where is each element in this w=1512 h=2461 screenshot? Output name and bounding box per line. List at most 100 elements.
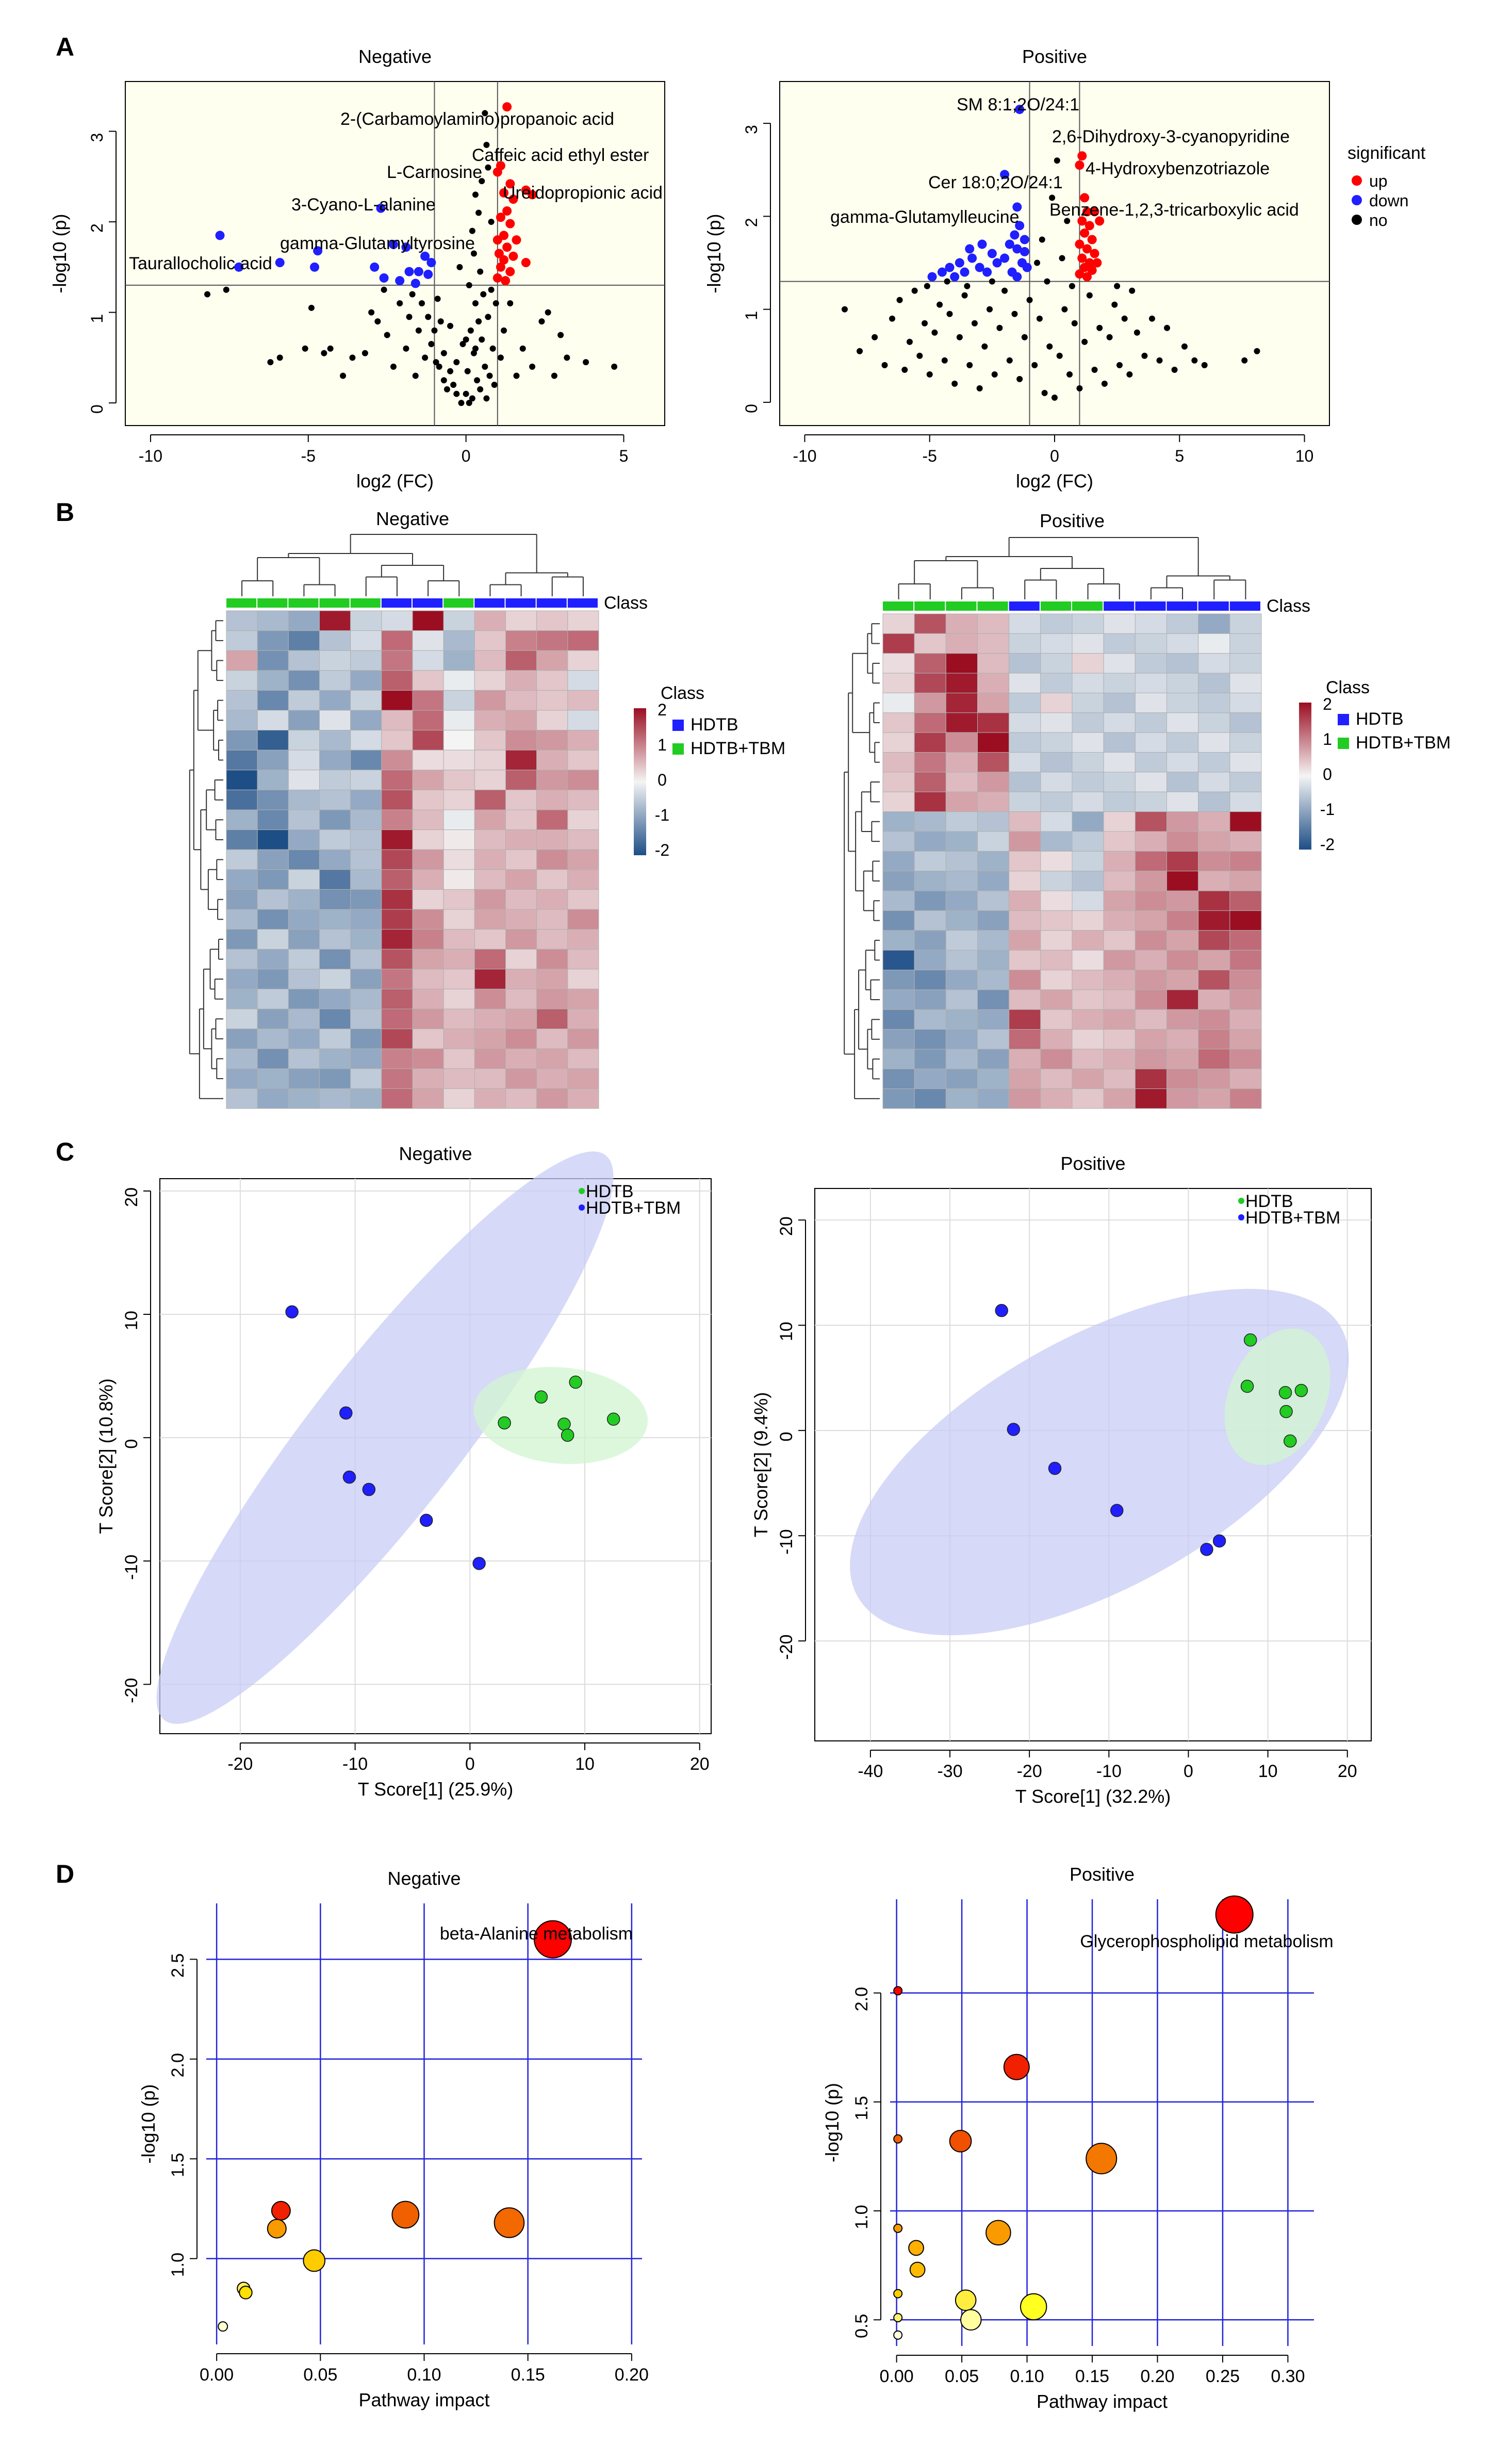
x-tick-label: -10	[342, 1754, 368, 1774]
heatmap-cell	[381, 969, 413, 989]
point-up	[502, 102, 512, 112]
chart-title: Negative	[387, 1868, 461, 1889]
class-bar-cell	[567, 598, 598, 608]
heatmap-cell	[1135, 1068, 1167, 1089]
heatmap-cell	[288, 650, 320, 671]
heatmap-cell	[412, 690, 444, 711]
heatmap-cell	[226, 1008, 258, 1030]
heatmap-cell	[288, 789, 320, 810]
point-no	[911, 287, 918, 294]
heatmap-cell	[882, 950, 915, 970]
heatmap-cell	[945, 772, 978, 792]
heatmap-cell	[1229, 969, 1262, 990]
point-no	[472, 345, 479, 352]
heatmap-cell	[914, 673, 946, 693]
x-tick-label: 0.20	[615, 2365, 649, 2385]
heatmap-cell	[945, 811, 978, 832]
heatmap-cell	[288, 849, 320, 870]
point-no	[276, 354, 283, 361]
heatmap-cell	[1166, 692, 1199, 713]
point-no	[1044, 278, 1050, 285]
sample-point	[561, 1428, 574, 1442]
legend-label: HDTB+TBM	[586, 1198, 681, 1218]
heatmap-cell	[257, 730, 289, 751]
heatmap-cell	[914, 831, 946, 852]
heatmap-cell	[319, 789, 351, 810]
heatmap-cell	[567, 749, 599, 771]
heatmap-cell	[505, 969, 537, 989]
point-no	[447, 322, 454, 329]
heatmap-cell	[257, 909, 289, 930]
heatmap-cell	[1198, 613, 1230, 634]
heatmap-cell	[1229, 871, 1262, 891]
heatmap-cell	[381, 1048, 413, 1069]
heatmap-cell	[226, 988, 258, 1009]
heatmap-cell	[1166, 1009, 1199, 1030]
y-tick-label: 2.0	[852, 1987, 872, 2011]
heatmap-cell	[226, 849, 258, 870]
heatmap-cell	[381, 1068, 413, 1089]
point-no	[1071, 320, 1078, 327]
heatmap-cell	[288, 670, 320, 691]
heatmap-cell	[350, 988, 382, 1009]
heatmap-cell	[536, 849, 568, 870]
legend-label: HDTB+TBM	[1356, 733, 1451, 753]
point-no	[946, 311, 953, 317]
heatmap-cell	[1040, 930, 1073, 951]
sample-point	[1243, 1333, 1257, 1347]
point-no	[488, 219, 495, 225]
point-no	[459, 341, 466, 348]
heatmap-cell	[443, 670, 475, 691]
heatmap-cell	[412, 988, 444, 1009]
heatmap-cell	[536, 770, 568, 790]
point-down	[967, 253, 977, 263]
x-tick-label: 0.15	[511, 2365, 545, 2385]
heatmap-cell	[1072, 1068, 1104, 1089]
heatmap-cell	[1009, 950, 1041, 970]
heatmap-cell	[1103, 791, 1136, 812]
heatmap-cell	[945, 673, 978, 693]
heatmap-cell	[505, 1029, 537, 1049]
point-no	[390, 363, 397, 370]
heatmap-cell	[1072, 831, 1104, 852]
heatmap-cell	[1040, 969, 1073, 990]
heatmap-cell	[288, 690, 320, 711]
heatmap-cell	[288, 869, 320, 890]
x-tick-label: 0	[1184, 1762, 1193, 1781]
pathway-bubble	[533, 1920, 572, 1959]
class-bar-cell	[946, 601, 977, 611]
heatmap-cell	[505, 1008, 537, 1030]
heatmap-cell	[226, 630, 258, 651]
heatmap-cell	[1040, 692, 1073, 713]
heatmap-cell	[412, 650, 444, 671]
heatmap-cell	[882, 791, 915, 812]
point-no	[1254, 348, 1260, 354]
x-tick-label: -40	[858, 1762, 883, 1781]
heatmap-cell	[257, 1048, 289, 1069]
point-label: gamma-Glutamyltyrosine	[280, 234, 475, 253]
point-no	[872, 334, 878, 340]
heatmap-cell	[350, 849, 382, 870]
point-up	[1080, 193, 1090, 203]
heatmap-cell	[443, 789, 475, 810]
point-no	[223, 286, 229, 293]
point-no	[437, 318, 444, 325]
heatmap-cell	[381, 949, 413, 970]
point-down	[960, 267, 969, 277]
heatmap-cell	[474, 929, 506, 950]
x-tick-label: 0.15	[1075, 2367, 1109, 2386]
point-no	[327, 345, 334, 352]
point-label: Ureidopropionic acid	[503, 183, 663, 203]
legend-marker-down	[1352, 195, 1362, 205]
point-down	[313, 246, 323, 256]
point-no	[422, 354, 429, 361]
heatmap-cell	[226, 929, 258, 950]
point-up	[1082, 272, 1092, 282]
heatmap-cell	[288, 809, 320, 830]
heatmap-cell	[1072, 692, 1104, 713]
heatmap-cell	[412, 889, 444, 910]
point-no	[1156, 357, 1163, 364]
heatmap-cell	[567, 630, 599, 651]
point-no	[936, 301, 943, 308]
point-no	[1241, 357, 1248, 364]
